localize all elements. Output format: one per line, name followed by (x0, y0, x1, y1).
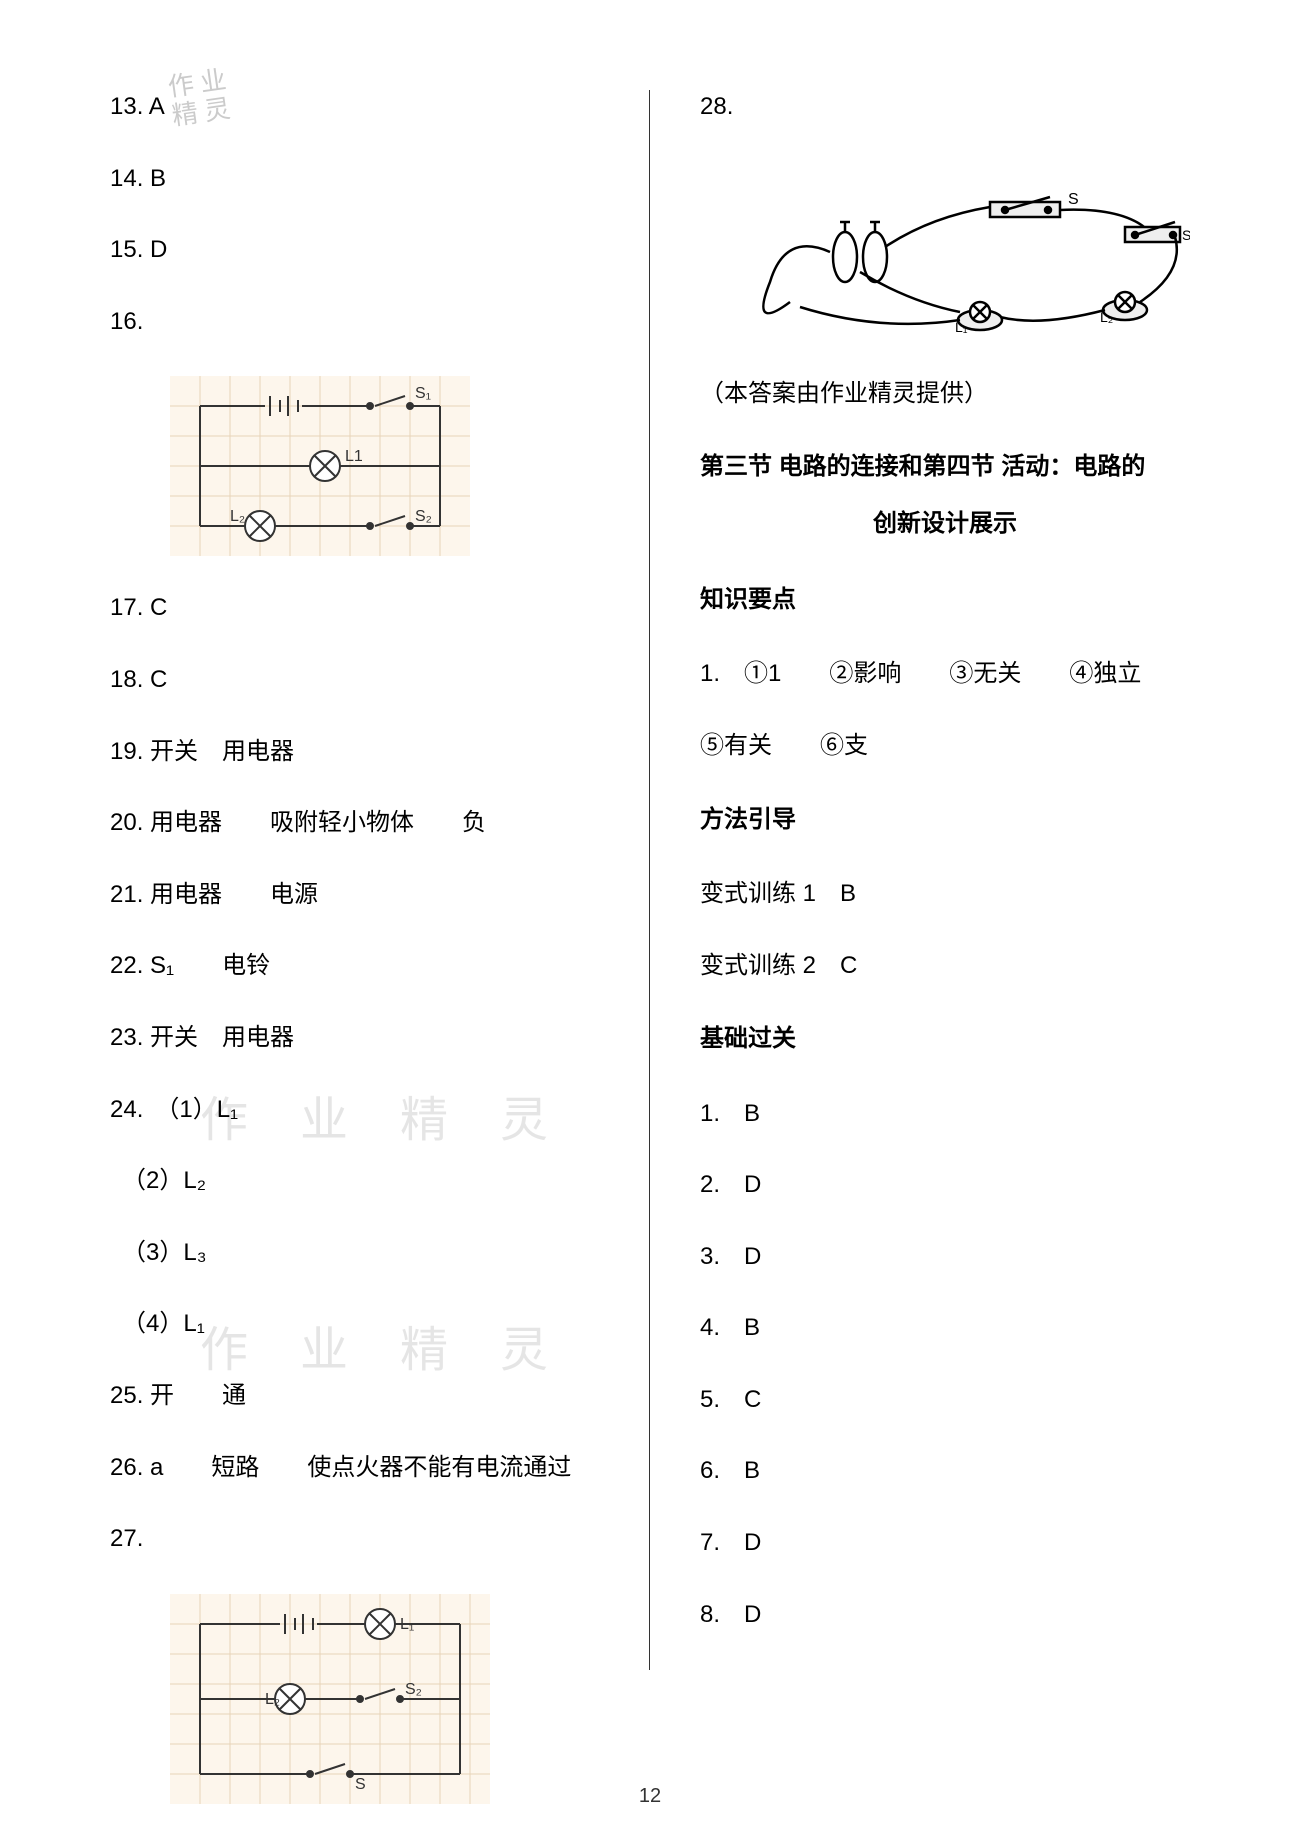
right-column: 28. (700, 90, 1190, 1730)
jichu-5: 5. C (700, 1383, 1190, 1417)
heading-zhishi: 知识要点 (700, 581, 1190, 619)
svg-text:L1: L1 (345, 448, 363, 465)
fangfa-2: 变式训练 2 C (700, 949, 1190, 983)
svg-text:L₁: L₁ (955, 319, 968, 335)
heading-jichu: 基础过关 (700, 1020, 1190, 1058)
jichu-6: 6. B (700, 1454, 1190, 1488)
svg-text:L₂: L₂ (265, 1691, 280, 1708)
answer-23: 23. 开关 用电器 (110, 1021, 599, 1055)
circuit-16-diagram: S₁ L1 L₂ S₂ (170, 376, 599, 561)
section-title-line2: 创新设计展示 (700, 505, 1190, 543)
svg-text:S₂: S₂ (1182, 227, 1190, 243)
zhishi-1: 1. ①1 ②影响 ③无关 ④独立 (700, 657, 1190, 691)
answer-20: 20. 用电器 吸附轻小物体 负 (110, 806, 599, 840)
jichu-8: 8. D (700, 1598, 1190, 1632)
svg-text:L₂: L₂ (230, 508, 245, 525)
answer-21: 21. 用电器 电源 (110, 878, 599, 912)
svg-text:L₁: L₁ (400, 1616, 414, 1633)
zhishi-2: ⑤有关 ⑥支 (700, 729, 1190, 763)
answer-22: 22. S₁ 电铃 (110, 949, 599, 983)
page-number: 12 (639, 1785, 661, 1808)
svg-text:S₁: S₁ (415, 385, 431, 402)
answer-25: 25. 开 通 (110, 1379, 599, 1413)
answer-24-2: （2）L₂ (110, 1164, 599, 1198)
section-title-line1: 第三节 电路的连接和第四节 活动：电路的 (700, 448, 1190, 486)
column-divider (649, 90, 650, 1670)
answer-18: 18. C (110, 663, 599, 697)
jichu-7: 7. D (700, 1526, 1190, 1560)
svg-text:S: S (1068, 191, 1079, 208)
answer-14: 14. B (110, 162, 599, 196)
jichu-4: 4. B (700, 1311, 1190, 1345)
answer-24-3: （3）L₃ (110, 1236, 599, 1270)
answer-28: 28. (700, 90, 1190, 124)
jichu-3: 3. D (700, 1240, 1190, 1274)
content-columns: 13. A 14. B 15. D 16. (110, 90, 1190, 1730)
svg-text:L₂: L₂ (1100, 309, 1113, 325)
answer-15: 15. D (110, 233, 599, 267)
svg-text:S: S (355, 1776, 366, 1793)
jichu-2: 2. D (700, 1168, 1190, 1202)
answer-16: 16. (110, 305, 599, 339)
answer-17: 17. C (110, 591, 599, 625)
jichu-1: 1. B (700, 1097, 1190, 1131)
answer-19: 19. 开关 用电器 (110, 735, 599, 769)
answer-note: （本答案由作业精灵提供） (700, 377, 1190, 411)
answer-24-1: 24. （1）L₁ (110, 1093, 599, 1127)
circuit-27-diagram: L₁ L₂ S₂ S (170, 1594, 599, 1809)
answer-24-4: （4）L₁ (110, 1307, 599, 1341)
svg-text:S₂: S₂ (415, 508, 432, 525)
answer-27: 27. (110, 1522, 599, 1556)
heading-fangfa: 方法引导 (700, 801, 1190, 839)
circuit-28-diagram: S S₂ L₁ L₂ (730, 162, 1190, 357)
svg-text:S₂: S₂ (405, 1681, 422, 1698)
fangfa-1: 变式训练 1 B (700, 877, 1190, 911)
answer-13: 13. A (110, 90, 599, 124)
answer-26: 26. a 短路 使点火器不能有电流通过 (110, 1451, 599, 1485)
left-column: 13. A 14. B 15. D 16. (110, 90, 599, 1730)
